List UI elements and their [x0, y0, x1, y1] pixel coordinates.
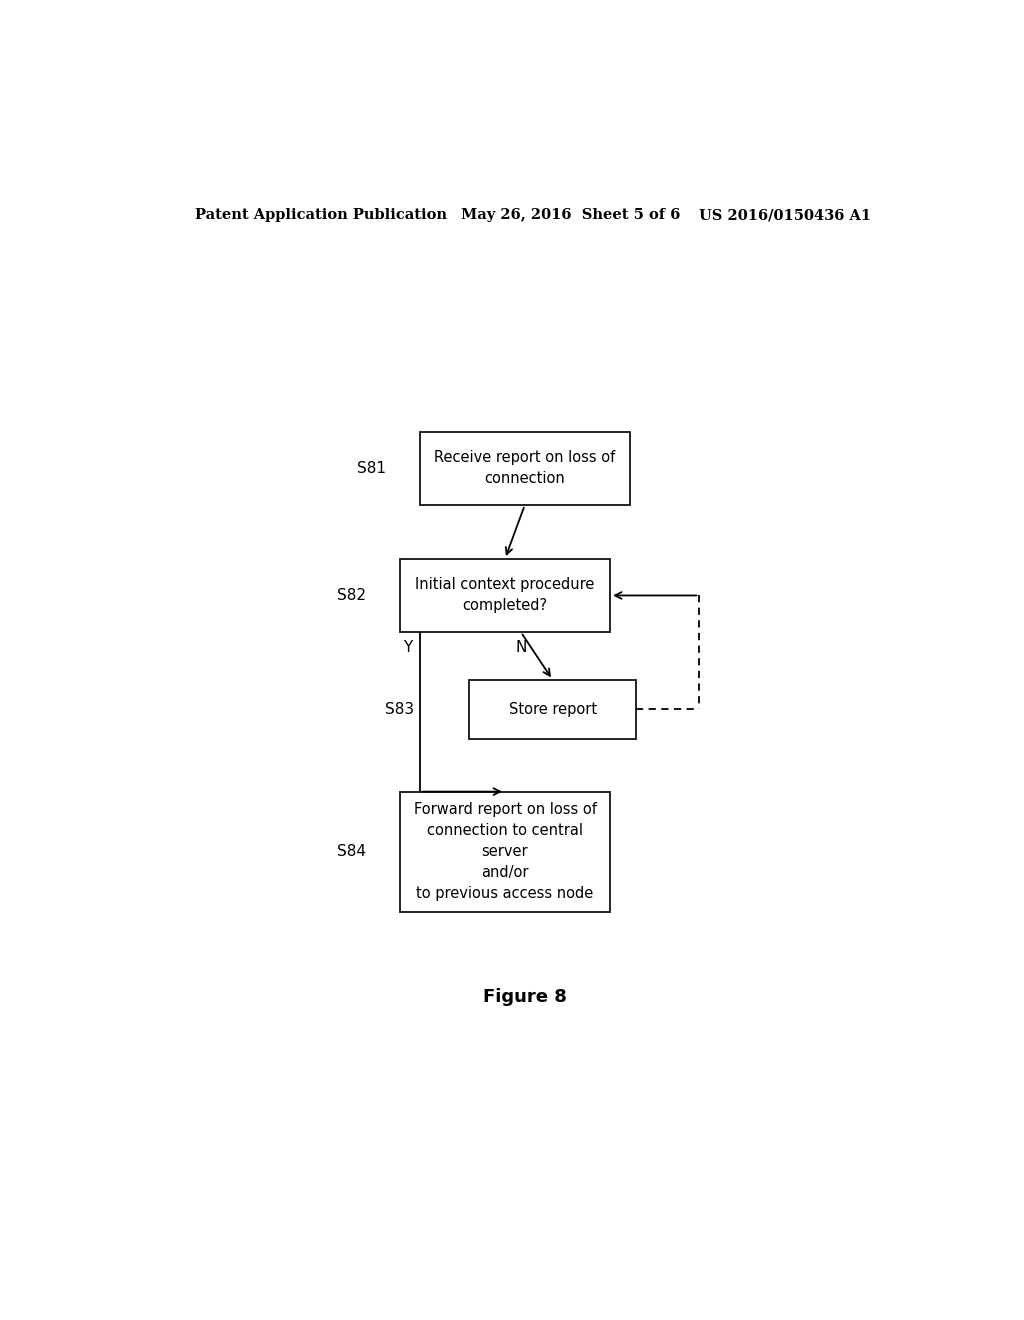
Text: Receive report on loss of
connection: Receive report on loss of connection — [434, 450, 615, 486]
Text: N: N — [515, 640, 526, 655]
Text: Forward report on loss of
connection to central
server
and/or
to previous access: Forward report on loss of connection to … — [414, 803, 596, 902]
Text: S81: S81 — [357, 461, 386, 477]
Text: May 26, 2016  Sheet 5 of 6: May 26, 2016 Sheet 5 of 6 — [461, 209, 681, 222]
Text: Initial context procedure
completed?: Initial context procedure completed? — [416, 577, 595, 614]
Bar — [420, 432, 630, 506]
Text: S84: S84 — [337, 843, 367, 859]
Bar — [399, 792, 610, 912]
Text: S83: S83 — [385, 702, 414, 717]
Text: Figure 8: Figure 8 — [483, 987, 566, 1006]
Text: Store report: Store report — [509, 702, 597, 717]
Text: Y: Y — [403, 640, 413, 655]
Text: US 2016/0150436 A1: US 2016/0150436 A1 — [699, 209, 871, 222]
Text: Patent Application Publication: Patent Application Publication — [196, 209, 447, 222]
Bar — [399, 558, 610, 632]
Text: S82: S82 — [337, 587, 367, 603]
Bar — [469, 680, 636, 739]
